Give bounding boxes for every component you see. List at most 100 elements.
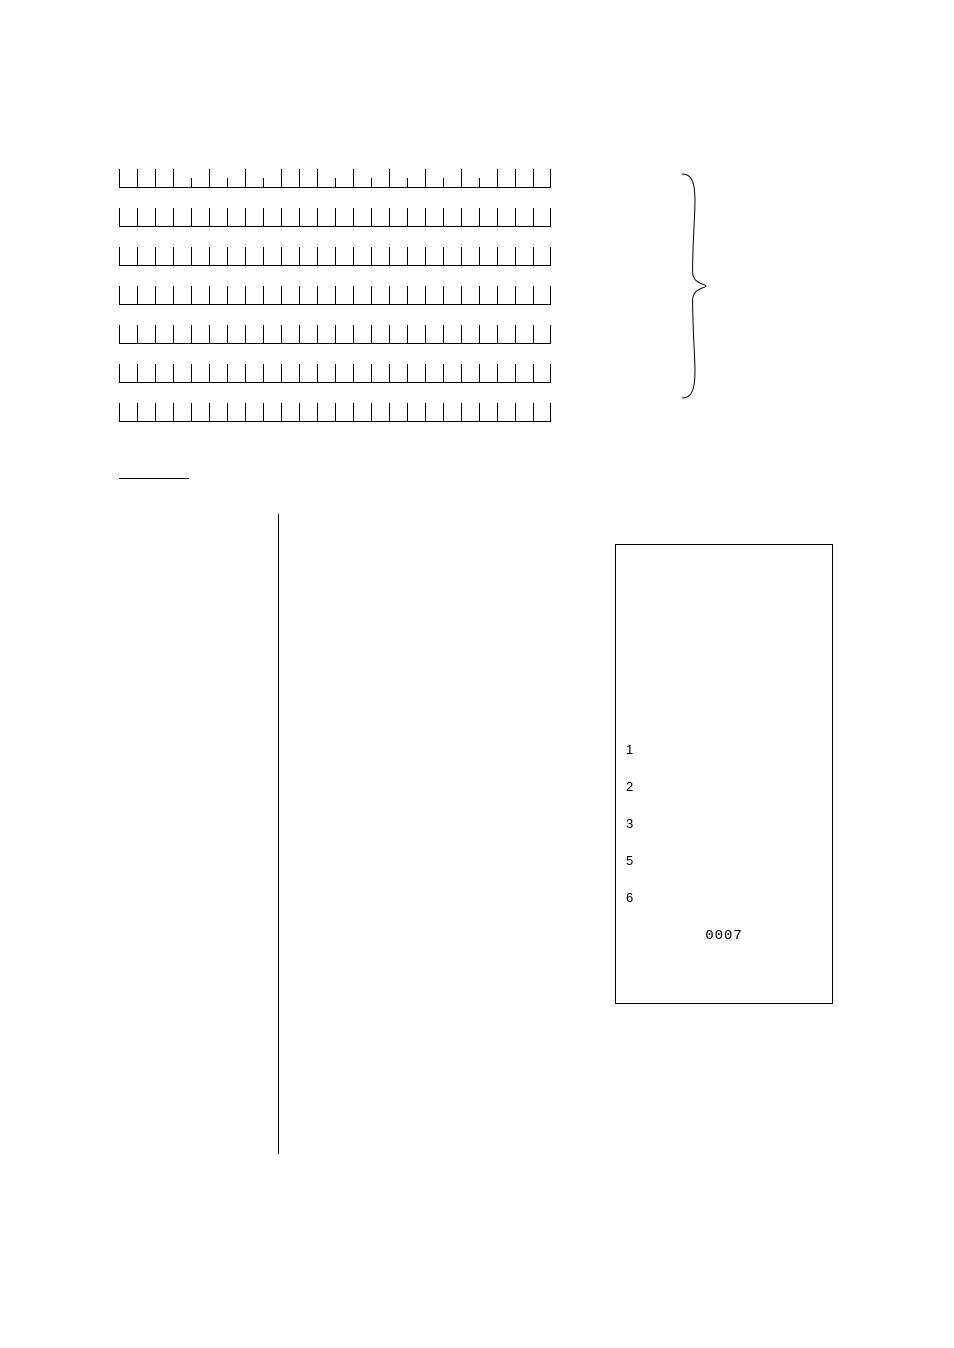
grid-cell[interactable] <box>155 247 173 266</box>
grid-cell[interactable] <box>461 286 479 305</box>
grid-cell[interactable] <box>245 169 263 188</box>
grid-cell[interactable] <box>137 247 155 266</box>
grid-cell[interactable] <box>425 208 443 227</box>
grid-cell[interactable] <box>443 286 461 305</box>
grid-cell[interactable] <box>389 169 407 188</box>
grid-cell[interactable] <box>317 364 335 383</box>
grid-cell[interactable] <box>533 208 551 227</box>
grid-cell[interactable] <box>407 208 425 227</box>
grid-cell[interactable] <box>245 364 263 383</box>
grid-cell[interactable] <box>299 325 317 344</box>
grid-cell[interactable] <box>425 403 443 422</box>
grid-cell[interactable] <box>461 247 479 266</box>
grid-cell[interactable] <box>173 169 191 188</box>
grid-cell[interactable] <box>371 403 389 422</box>
grid-cell[interactable] <box>425 325 443 344</box>
grid-cell[interactable] <box>245 325 263 344</box>
grid-cell[interactable] <box>317 169 335 188</box>
grid-cell[interactable] <box>371 247 389 266</box>
grid-cell[interactable] <box>191 208 209 227</box>
grid-cell[interactable] <box>497 247 515 266</box>
grid-cell[interactable] <box>335 364 353 383</box>
grid-cell[interactable] <box>191 364 209 383</box>
grid-cell[interactable] <box>353 364 371 383</box>
grid-cell[interactable] <box>407 364 425 383</box>
grid-cell[interactable] <box>299 247 317 266</box>
grid-cell[interactable] <box>173 403 191 422</box>
grid-cell[interactable] <box>479 286 497 305</box>
grid-cell[interactable] <box>299 403 317 422</box>
grid-cell[interactable] <box>389 208 407 227</box>
grid-cell[interactable] <box>191 286 209 305</box>
grid-cell[interactable] <box>281 169 299 188</box>
grid-cell[interactable] <box>461 208 479 227</box>
grid-cell[interactable] <box>209 247 227 266</box>
grid-cell[interactable] <box>533 247 551 266</box>
grid-cell[interactable] <box>389 325 407 344</box>
grid-cell[interactable] <box>245 247 263 266</box>
grid-cell[interactable] <box>515 286 533 305</box>
grid-cell[interactable] <box>533 403 551 422</box>
grid-cell[interactable] <box>353 286 371 305</box>
grid-cell[interactable] <box>281 364 299 383</box>
grid-cell[interactable] <box>515 169 533 188</box>
grid-cell[interactable] <box>515 364 533 383</box>
grid-cell[interactable] <box>461 403 479 422</box>
grid-cell[interactable] <box>533 169 551 188</box>
grid-cell[interactable] <box>497 208 515 227</box>
grid-cell[interactable] <box>263 247 281 266</box>
grid-cell[interactable] <box>461 364 479 383</box>
grid-cell[interactable] <box>353 325 371 344</box>
grid-cell[interactable] <box>425 286 443 305</box>
grid-cell[interactable] <box>227 325 245 344</box>
grid-cell[interactable] <box>191 403 209 422</box>
grid-cell[interactable] <box>443 403 461 422</box>
grid-cell[interactable] <box>227 403 245 422</box>
grid-cell[interactable] <box>209 286 227 305</box>
grid-cell[interactable] <box>425 169 443 188</box>
grid-cell[interactable] <box>119 403 137 422</box>
grid-cell[interactable] <box>425 364 443 383</box>
grid-cell[interactable] <box>371 325 389 344</box>
grid-cell[interactable] <box>173 325 191 344</box>
grid-cell[interactable] <box>263 208 281 227</box>
grid-cell[interactable] <box>335 286 353 305</box>
grid-cell[interactable] <box>353 208 371 227</box>
grid-cell[interactable] <box>173 247 191 266</box>
grid-cell[interactable] <box>263 325 281 344</box>
grid-cell[interactable] <box>479 247 497 266</box>
grid-cell[interactable] <box>137 403 155 422</box>
grid-cell[interactable] <box>119 247 137 266</box>
grid-cell[interactable] <box>515 208 533 227</box>
grid-cell[interactable] <box>299 208 317 227</box>
grid-cell[interactable] <box>425 247 443 266</box>
grid-cell[interactable] <box>317 247 335 266</box>
grid-cell[interactable] <box>263 178 281 188</box>
grid-cell[interactable] <box>389 403 407 422</box>
grid-cell[interactable] <box>335 403 353 422</box>
grid-cell[interactable] <box>479 208 497 227</box>
grid-cell[interactable] <box>479 364 497 383</box>
grid-cell[interactable] <box>299 364 317 383</box>
grid-cell[interactable] <box>389 286 407 305</box>
grid-cell[interactable] <box>497 403 515 422</box>
grid-cell[interactable] <box>299 286 317 305</box>
grid-cell[interactable] <box>515 325 533 344</box>
grid-cell[interactable] <box>443 325 461 344</box>
grid-cell[interactable] <box>353 403 371 422</box>
grid-cell[interactable] <box>389 364 407 383</box>
grid-cell[interactable] <box>299 169 317 188</box>
grid-cell[interactable] <box>443 208 461 227</box>
grid-cell[interactable] <box>443 178 461 188</box>
grid-cell[interactable] <box>245 208 263 227</box>
grid-cell[interactable] <box>335 247 353 266</box>
grid-cell[interactable] <box>263 286 281 305</box>
grid-cell[interactable] <box>335 178 353 188</box>
grid-cell[interactable] <box>281 286 299 305</box>
grid-cell[interactable] <box>191 325 209 344</box>
grid-cell[interactable] <box>515 403 533 422</box>
grid-cell[interactable] <box>533 364 551 383</box>
grid-cell[interactable] <box>191 178 209 188</box>
grid-cell[interactable] <box>407 178 425 188</box>
grid-cell[interactable] <box>461 325 479 344</box>
